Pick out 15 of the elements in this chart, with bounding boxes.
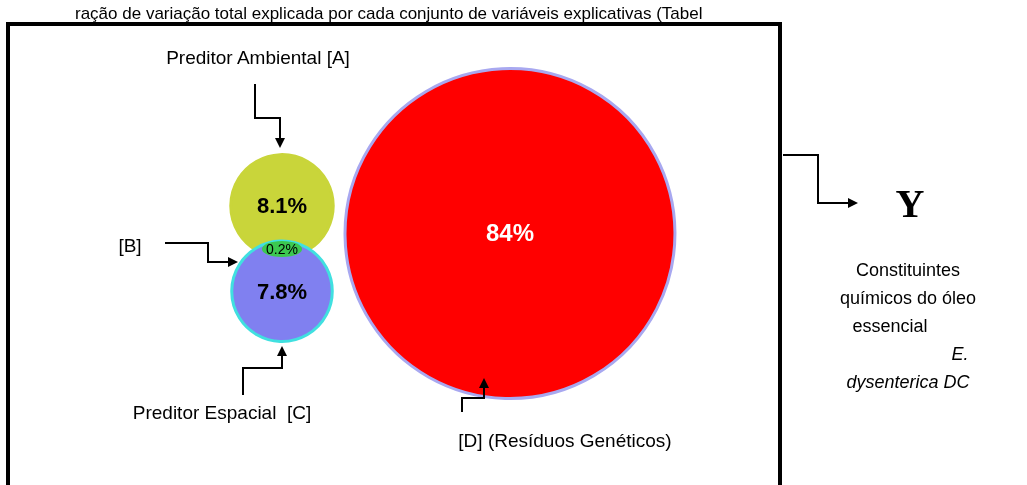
text: essencial: [852, 316, 928, 336]
data-label: 8.1%: [256, 193, 308, 219]
data-label: 84%: [485, 218, 534, 246]
category-label: Preditor Espacial [C]: [132, 401, 312, 423]
text: E.: [951, 344, 969, 364]
text: Y: [895, 180, 925, 226]
text: químicos do óleo: [839, 288, 977, 308]
category-label: Preditor Ambiental [A]: [166, 46, 350, 68]
category-label: [D] (Resíduos Genéticos): [458, 429, 672, 451]
data-label: 7.8%: [256, 278, 308, 304]
data-label: 0.2%: [266, 241, 298, 257]
text: Constituintes: [855, 260, 961, 280]
text: dysenterica DC: [846, 372, 971, 392]
category-label: [B]: [118, 234, 142, 256]
text: ração de variação total explicada por cada conjunto de variáveis explicativas (Tabel: [75, 4, 703, 23]
